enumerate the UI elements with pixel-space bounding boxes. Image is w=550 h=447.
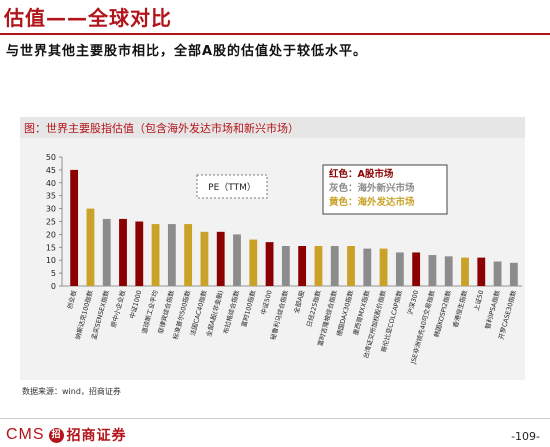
chart-bar <box>363 248 372 286</box>
y-tick-label: 40 <box>46 179 56 188</box>
chart-bar <box>330 246 339 286</box>
x-category-label: 创业板 <box>65 289 79 310</box>
pe-annotation-box <box>196 174 268 199</box>
chart-bar <box>477 257 486 286</box>
y-tick-label: 25 <box>46 218 56 227</box>
x-category-label: 富时100指数 <box>239 289 258 328</box>
legend-entry: 灰色：海外新兴市场 <box>329 182 415 194</box>
y-tick-label: 30 <box>46 205 56 214</box>
logo-mark-icon: 招 <box>48 427 64 443</box>
x-category-label: 全部A股 <box>291 289 306 315</box>
chart-bar <box>119 218 127 286</box>
chart-bar <box>86 208 95 286</box>
chart-bar <box>265 242 274 286</box>
y-tick-label: 45 <box>46 166 56 175</box>
chart-bar <box>200 231 209 286</box>
y-tick-label: 10 <box>46 256 56 265</box>
logo-company-name: 招商证券 <box>66 428 127 444</box>
x-category-label: 智利IPSA指数 <box>483 289 502 330</box>
y-tick-label: 35 <box>46 192 56 201</box>
chart-bar <box>461 257 469 286</box>
chart-bar <box>135 221 144 286</box>
x-category-label: 沪深300 <box>405 289 420 315</box>
pe-annotation-label: PE（TTM） <box>208 182 256 193</box>
chart-bar <box>249 239 258 286</box>
chart-bar <box>314 246 323 286</box>
legend-box <box>322 164 448 215</box>
chart-bar <box>347 246 355 286</box>
chart-bar <box>444 256 453 286</box>
x-category-label: 上证50 <box>471 289 485 312</box>
x-category-label: 布拉格综合指数 <box>221 289 241 335</box>
x-category-label: 香港恒生指数 <box>451 289 470 329</box>
y-tick-label: 0 <box>51 282 56 291</box>
chart-bar <box>412 252 421 286</box>
title-divider <box>0 33 550 35</box>
chart-bar <box>216 231 225 286</box>
legend-entry: 黄色：海外发达市场 <box>329 196 415 208</box>
chart-bar <box>395 252 404 286</box>
chart-bar <box>493 261 502 286</box>
chart-bar <box>509 262 518 286</box>
chart-title-bar <box>20 117 525 138</box>
x-category-label: 菲律宾综合指数 <box>156 289 176 335</box>
x-category-label: 道琼斯工业平均 <box>139 289 159 335</box>
chart-bar <box>379 248 388 286</box>
x-category-label: 中证1000 <box>127 289 143 319</box>
chart-bar <box>102 218 111 286</box>
y-tick-label: 50 <box>46 153 56 162</box>
x-category-label: 原中小企业板 <box>109 289 128 329</box>
footer-divider <box>0 418 550 419</box>
chart-bar <box>281 246 290 286</box>
chart-bar <box>167 224 176 286</box>
data-source-note: 数据来源：wind，招商证券 <box>22 387 121 396</box>
y-tick-label: 5 <box>51 269 56 278</box>
page-number: -109- <box>511 430 540 443</box>
slide-title: 估值——全球对比 <box>4 6 172 30</box>
logo-cms-text: CMS <box>6 426 45 443</box>
x-category-label: 日经225指数 <box>304 289 323 328</box>
chart-bar <box>428 255 437 286</box>
chart-bar <box>70 169 79 286</box>
company-logo: CMS 招 招商证券 <box>6 425 127 445</box>
chart-bar <box>184 224 193 286</box>
chart-bar <box>298 246 307 286</box>
legend-entry: 红色：A股市场 <box>329 168 394 180</box>
chart-bar <box>233 234 241 286</box>
chart-bar <box>151 224 160 286</box>
chart-title: 图：世界主要股指估值（包含海外发达市场和新兴市场） <box>24 122 299 135</box>
slide-subtitle: 与世界其他主要股市相比，全部A股的估值处于较低水平。 <box>6 44 368 59</box>
x-category-label: 中证500 <box>259 289 274 315</box>
y-tick-label: 15 <box>46 243 56 252</box>
y-tick-label: 20 <box>46 230 56 239</box>
